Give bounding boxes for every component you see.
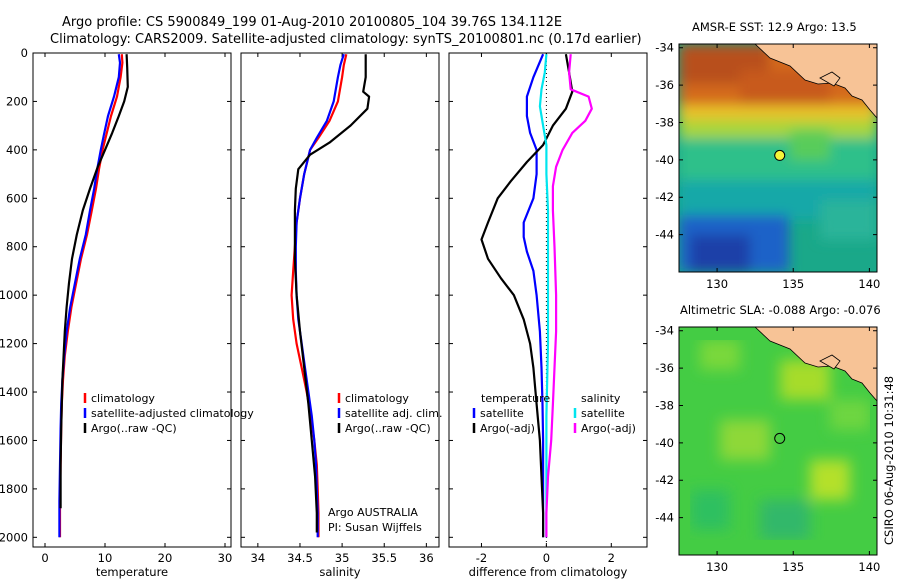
x-tick-label: 20	[158, 551, 173, 565]
map-x-tick-label: 130	[706, 277, 728, 291]
y-tick-label: 600	[6, 191, 28, 205]
map-y-tick-label: -42	[655, 190, 674, 204]
temperature-panel-frame	[32, 52, 232, 548]
x-tick-label: 2	[608, 551, 615, 565]
series-line-salinity-argo-adj-	[545, 54, 593, 538]
difference-panel-xlabel: difference from climatology	[469, 565, 628, 579]
program-annotation: Argo AUSTRALIA	[328, 506, 418, 519]
legend-entry-label: Argo(-adj)	[581, 422, 636, 435]
y-tick-label: 1400	[0, 385, 28, 399]
land-mass	[754, 327, 877, 402]
y-tick-label: 1800	[0, 482, 28, 496]
legend-entry-label: satellite adj. clim.	[345, 407, 442, 420]
map-y-tick-label: -34	[655, 324, 674, 338]
sla-map: Altimetric SLA: -0.088 Argo: -0.076 -34 -…	[655, 303, 880, 574]
legend-entry-label: Argo(..raw -QC)	[91, 422, 177, 435]
figure-title-line2: Climatology: CARS2009. Satellite-adjuste…	[50, 32, 642, 47]
salinity-panel-xlabel: salinity	[319, 565, 360, 579]
temperature-panel: 0 10 20 30 temperature 0 200 400 600 800 1000 1200 1…	[0, 46, 254, 579]
salinity-panel-frame	[240, 52, 440, 548]
credit-stamp: CSIRO 06-Aug-2010 10:31:48	[882, 376, 896, 545]
y-tick-label: 200	[6, 94, 28, 108]
legend-entry-label: satellite-adjusted climatology	[91, 407, 254, 420]
legend-entry-label: Argo(..raw -QC)	[345, 422, 431, 435]
y-tick-label: 2000	[0, 530, 28, 544]
x-tick-label: 0	[543, 551, 550, 565]
pi-annotation: PI: Susan Wijffels	[328, 521, 422, 534]
sst-map: AMSR-E SST: 12.9 Argo: 13.5 -34 -36 -38 -40…	[655, 20, 880, 291]
map-y-tick-label: -36	[655, 78, 674, 92]
map-y-tick-label: -34	[655, 41, 674, 55]
land-mass	[754, 44, 877, 119]
map-y-tick-label: -40	[655, 153, 674, 167]
series-line-climatology	[58, 54, 124, 538]
sla-field	[690, 340, 870, 540]
legend-entry-label: climatology	[345, 392, 409, 405]
salinity-panel: 34 34.5 35 35.5 36 salinity climatology satelli…	[240, 52, 442, 579]
map-y-tick-label: -40	[655, 436, 674, 450]
map-y-tick-label: -38	[655, 115, 674, 129]
sst-map-frame	[678, 43, 878, 273]
y-tick-label: 400	[6, 143, 28, 157]
series-line-temperature-argo-adj-	[480, 54, 574, 538]
series-line-satellite-adj-clim-	[294, 53, 345, 538]
figure-title-line1: Argo profile: CS 5900849_199 01-Aug-2010…	[62, 15, 562, 30]
y-tick-label: 1200	[0, 337, 28, 351]
legend-salinity-title: salinity	[581, 392, 621, 405]
island-shape	[819, 71, 841, 87]
legend-entry-label: Argo(-adj)	[480, 422, 535, 435]
series-line-argo-raw-qc-	[59, 54, 129, 509]
legend-entry-label: climatology	[91, 392, 155, 405]
legend-entry-label: satellite	[480, 407, 524, 420]
sla-map-frame	[678, 326, 878, 556]
series-line-salinity-satellite	[538, 54, 550, 538]
difference-panel-frame	[448, 52, 648, 548]
temperature-panel-xlabel: temperature	[96, 565, 168, 579]
x-tick-label: 34	[251, 551, 266, 565]
island-shape	[819, 354, 841, 370]
x-tick-label: 10	[98, 551, 113, 565]
map-x-tick-label: 135	[782, 277, 804, 291]
x-tick-label: 30	[218, 551, 233, 565]
y-tick-label: 1600	[0, 433, 28, 447]
map-x-tick-label: 130	[706, 560, 728, 574]
map-y-tick-label: -36	[655, 361, 674, 375]
legend-temperature-title: temperature	[481, 392, 550, 405]
sst-map-title: AMSR-E SST: 12.9 Argo: 13.5	[692, 20, 857, 34]
y-tick-label: 0	[21, 46, 28, 60]
argo-float-marker	[774, 149, 786, 161]
map-x-tick-label: 135	[782, 560, 804, 574]
x-tick-label: 35	[335, 551, 350, 565]
map-y-tick-label: -38	[655, 398, 674, 412]
map-x-tick-label: 140	[858, 277, 880, 291]
sla-map-title: Altimetric SLA: -0.088 Argo: -0.076	[680, 303, 881, 317]
map-y-tick-label: -44	[655, 511, 674, 525]
x-tick-label: 0	[41, 551, 48, 565]
argo-float-marker	[774, 432, 786, 444]
y-tick-label: 800	[6, 240, 28, 254]
x-tick-label: 34.5	[287, 551, 313, 565]
x-tick-label: -2	[476, 551, 487, 565]
map-x-tick-label: 140	[858, 560, 880, 574]
x-tick-label: 35.5	[371, 551, 397, 565]
series-line-temperature-satellite	[522, 53, 545, 538]
series-line-argo-raw-qc-	[293, 54, 371, 533]
map-y-tick-label: -42	[655, 473, 674, 487]
legend-entry-label: satellite	[581, 407, 625, 420]
series-line-climatology	[290, 53, 348, 538]
x-tick-label: 36	[419, 551, 434, 565]
map-y-tick-label: -44	[655, 228, 674, 242]
y-tick-label: 1000	[0, 288, 28, 302]
